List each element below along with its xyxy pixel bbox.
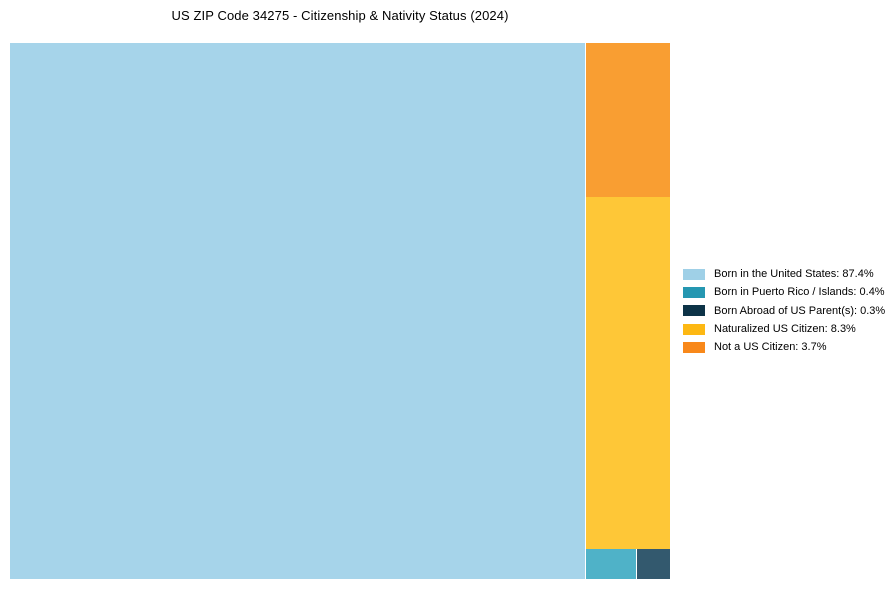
legend-item-naturalized: Naturalized US Citizen: 8.3% [683, 320, 885, 338]
legend-item-born-in-us: Born in the United States: 87.4% [683, 265, 885, 283]
legend-swatch-naturalized [683, 323, 705, 335]
treemap-plot-area [10, 43, 670, 579]
legend-swatch-born-in-puerto-rico [683, 286, 705, 298]
legend-item-not-citizen: Not a US Citizen: 3.7% [683, 338, 885, 356]
legend-swatch-born-in-us [683, 268, 705, 280]
chart-legend: Born in the United States: 87.4% Born in… [683, 265, 885, 356]
chart-title: US ZIP Code 34275 - Citizenship & Nativi… [171, 8, 509, 23]
legend-label-not-citizen: Not a US Citizen: 3.7% [714, 341, 827, 354]
treemap-block-not-a-us-citizen[interactable] [586, 43, 670, 197]
treemap-block-born-in-us[interactable] [10, 43, 585, 579]
legend-item-born-abroad: Born Abroad of US Parent(s): 0.3% [683, 302, 885, 320]
legend-label-born-in-us: Born in the United States: 87.4% [714, 268, 874, 281]
legend-label-naturalized: Naturalized US Citizen: 8.3% [714, 323, 856, 336]
treemap-block-born-abroad-of-us-parents[interactable] [637, 549, 670, 579]
legend-label-born-in-puerto-rico: Born in Puerto Rico / Islands: 0.4% [714, 286, 885, 299]
legend-swatch-born-abroad [683, 305, 705, 317]
legend-item-born-in-puerto-rico: Born in Puerto Rico / Islands: 0.4% [683, 283, 885, 301]
legend-label-born-abroad: Born Abroad of US Parent(s): 0.3% [714, 304, 886, 317]
legend-swatch-not-citizen [683, 341, 705, 353]
treemap-block-naturalized-us-citizen[interactable] [586, 197, 670, 549]
treemap-block-born-in-puerto-rico-islands[interactable] [586, 549, 636, 579]
